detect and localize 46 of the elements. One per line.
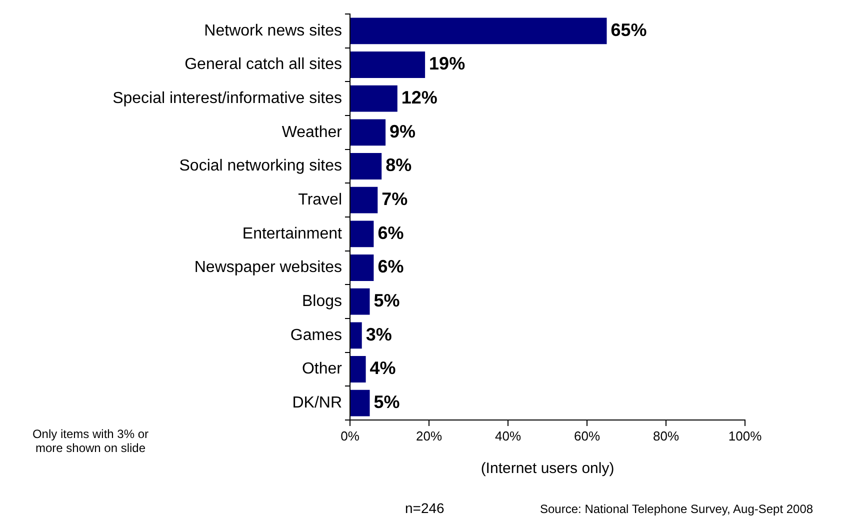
x-axis-title: (Internet users only) xyxy=(480,460,614,478)
bar xyxy=(350,153,382,180)
x-tick-label: 0% xyxy=(340,428,360,444)
data-label: 3% xyxy=(366,324,392,344)
source-note: Source: National Telephone Survey, Aug-Sept 2008 xyxy=(540,502,814,516)
x-tick-label: 60% xyxy=(574,428,600,444)
y-tick-label: Travel xyxy=(298,191,342,208)
bar xyxy=(350,322,362,349)
bar xyxy=(350,254,374,281)
y-tick-label: Special interest/informative sites xyxy=(112,90,342,107)
bar xyxy=(350,220,374,248)
data-label: 5% xyxy=(374,392,400,412)
data-label: 6% xyxy=(378,222,404,243)
y-tick-label: Newspaper websites xyxy=(194,259,342,276)
data-label: 12% xyxy=(401,88,438,108)
text: Only items with 3% or more shown on slide xyxy=(31,427,150,455)
bar xyxy=(350,52,426,78)
bar xyxy=(350,288,370,315)
data-label: 6% xyxy=(378,256,404,277)
data-label: 7% xyxy=(382,189,408,210)
data-label: 65% xyxy=(610,20,647,40)
data-label: 19% xyxy=(429,54,466,74)
y-tick-label: Other xyxy=(302,360,343,378)
bar xyxy=(350,119,386,146)
y-tick-label: DK/NR xyxy=(292,394,342,412)
data-label: 5% xyxy=(374,290,400,311)
bar xyxy=(350,18,607,44)
bar xyxy=(350,356,366,382)
y-tick-label: General catch all sites xyxy=(184,56,342,74)
x-tick-label: 20% xyxy=(416,428,442,444)
bar xyxy=(350,186,378,214)
data-label: 9% xyxy=(390,121,416,142)
x-tick-label: 100% xyxy=(728,428,762,444)
data-label: 4% xyxy=(370,358,396,378)
bar xyxy=(350,390,370,416)
y-tick-label: Weather xyxy=(282,124,343,141)
y-tick-label: Entertainment xyxy=(242,225,343,242)
y-tick-label: Social networking sites xyxy=(179,158,342,175)
y-tick-label: Network news sites xyxy=(204,22,342,40)
y-tick-label: Games xyxy=(290,326,342,344)
x-tick-label: 40% xyxy=(494,428,522,444)
y-tick-label: Blogs xyxy=(302,292,342,310)
x-tick-label: 80% xyxy=(652,428,680,444)
data-label: 8% xyxy=(386,155,412,176)
text: n=246 xyxy=(405,500,444,516)
bar xyxy=(350,85,398,112)
